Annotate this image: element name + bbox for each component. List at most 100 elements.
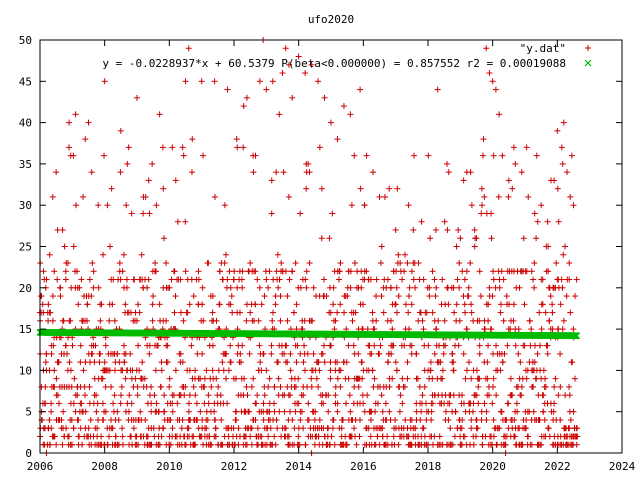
data-point — [42, 383, 49, 390]
data-point — [97, 317, 104, 324]
data-point — [408, 342, 415, 349]
data-point — [255, 317, 262, 324]
data-point — [373, 317, 380, 324]
data-point — [90, 268, 97, 275]
data-point — [189, 136, 196, 143]
data-point — [351, 425, 358, 432]
data-point — [334, 309, 341, 316]
data-point — [329, 210, 336, 217]
data-point — [330, 416, 337, 423]
data-point — [122, 301, 129, 308]
data-point — [298, 408, 305, 415]
data-point — [363, 268, 370, 275]
data-point — [239, 342, 246, 349]
data-point — [420, 276, 427, 283]
data-point — [443, 408, 450, 415]
data-point — [302, 276, 309, 283]
data-point — [474, 425, 481, 432]
data-point — [364, 392, 371, 399]
data-point — [441, 317, 448, 324]
data-point — [461, 276, 468, 283]
data-point — [82, 408, 89, 415]
data-point — [63, 425, 70, 432]
data-point — [301, 342, 308, 349]
data-point — [128, 210, 135, 217]
data-point — [240, 144, 247, 151]
data-point — [334, 375, 341, 382]
data-point — [146, 210, 153, 217]
data-point — [428, 408, 435, 415]
data-point — [104, 202, 111, 209]
data-point — [431, 433, 438, 440]
data-point — [127, 433, 134, 440]
data-point — [412, 284, 419, 291]
data-point — [51, 383, 58, 390]
data-point — [115, 416, 122, 423]
data-point — [146, 342, 153, 349]
data-point — [287, 350, 294, 357]
data-point — [405, 293, 412, 300]
data-point — [368, 350, 375, 357]
data-point — [253, 400, 260, 407]
data-point — [401, 342, 408, 349]
data-point — [235, 425, 242, 432]
data-point — [85, 425, 92, 432]
data-point — [80, 193, 87, 200]
data-point — [310, 350, 317, 357]
data-point — [310, 284, 317, 291]
data-point — [440, 350, 447, 357]
data-point — [476, 317, 483, 324]
data-point — [348, 202, 355, 209]
data-point — [228, 293, 235, 300]
data-point — [263, 367, 270, 374]
data-point — [467, 169, 474, 176]
data-point — [257, 359, 264, 366]
data-point — [100, 251, 107, 258]
data-point — [345, 375, 352, 382]
data-point — [337, 367, 344, 374]
data-point — [254, 392, 261, 399]
data-point — [330, 301, 337, 308]
data-point — [380, 309, 387, 316]
data-point — [445, 169, 452, 176]
data-point — [109, 425, 116, 432]
data-point — [219, 359, 226, 366]
data-point — [445, 301, 452, 308]
data-point — [150, 425, 157, 432]
data-point — [476, 268, 483, 275]
data-point — [304, 350, 311, 357]
data-point — [87, 416, 94, 423]
data-point — [293, 301, 300, 308]
data-point — [325, 392, 332, 399]
data-point — [459, 416, 466, 423]
data-point — [334, 408, 341, 415]
data-point — [43, 350, 50, 357]
data-point — [78, 400, 85, 407]
data-point — [256, 342, 263, 349]
data-point — [181, 392, 188, 399]
data-point — [329, 425, 336, 432]
data-point — [410, 276, 417, 283]
data-point — [351, 152, 358, 159]
data-point — [231, 268, 238, 275]
data-point — [439, 375, 446, 382]
data-point — [315, 383, 322, 390]
data-point — [120, 441, 127, 448]
data-point — [347, 408, 354, 415]
data-point — [221, 202, 228, 209]
data-point — [209, 309, 216, 316]
data-point — [449, 441, 456, 448]
data-point — [413, 350, 420, 357]
data-point — [221, 260, 228, 267]
data-point — [305, 416, 312, 423]
data-point — [117, 276, 124, 283]
data-point — [356, 433, 363, 440]
data-point — [64, 350, 71, 357]
data-point — [395, 441, 402, 448]
data-point — [460, 350, 467, 357]
data-point — [127, 350, 134, 357]
data-point — [460, 177, 467, 184]
data-point — [161, 392, 168, 399]
data-point — [123, 202, 130, 209]
data-point — [133, 317, 140, 324]
